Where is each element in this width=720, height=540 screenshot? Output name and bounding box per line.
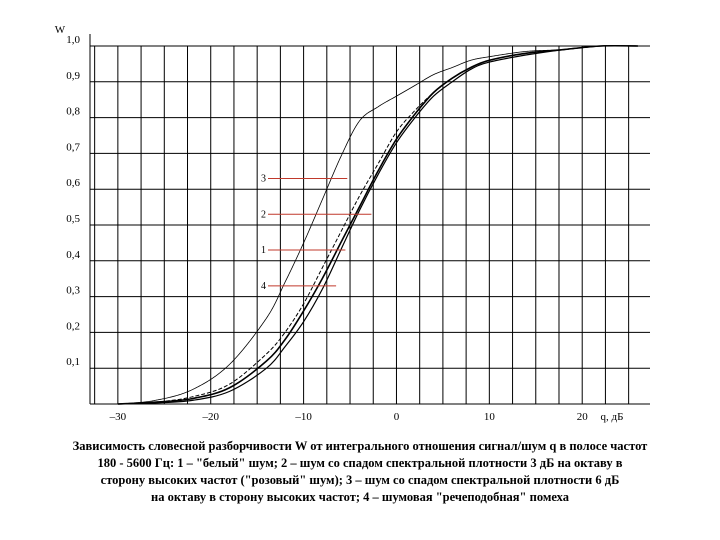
x-tick-label: 10	[484, 411, 496, 423]
caption-line: Зависимость словесной разборчивости W от…	[72, 439, 648, 453]
caption-line: сторону высоких частот ("розовый" шум); …	[100, 473, 620, 487]
y-axis-title: W	[55, 24, 66, 36]
y-tick-label: 1,0	[66, 34, 80, 46]
curve-label: 2	[261, 209, 266, 220]
series-line-4	[117, 45, 638, 405]
curve-annotations: 3 2 1 4	[261, 173, 372, 292]
y-tick-label: 0,6	[66, 177, 80, 189]
x-tick-label: –20	[201, 411, 219, 423]
x-tick-labels: –30 –20 –10 0 10 20	[109, 411, 589, 423]
x-tick-label: 20	[577, 411, 589, 423]
y-tick-label: 0,9	[66, 70, 80, 82]
x-tick-label: –10	[294, 411, 312, 423]
caption-line: 180 - 5600 Гц: 1 – "белый" шум; 2 – шум …	[97, 456, 623, 470]
figure-caption: Зависимость словесной разборчивости W от…	[20, 438, 700, 506]
x-tick-label: –30	[109, 411, 127, 423]
x-tick-label: 0	[394, 411, 400, 423]
curve-label: 4	[261, 281, 266, 292]
y-tick-label: 0,8	[66, 106, 80, 118]
curves	[117, 44, 638, 405]
grid	[90, 45, 650, 404]
curve-label: 3	[261, 173, 266, 184]
y-tick-label: 0,2	[66, 320, 80, 332]
caption-line: на октаву в сторону высоких частот; 4 – …	[151, 490, 569, 504]
x-axis-title: q, дБ	[601, 411, 624, 423]
series-line-2	[117, 45, 638, 405]
curve-label: 1	[261, 245, 266, 256]
axes	[89, 34, 650, 405]
series-line-3	[117, 45, 638, 405]
y-tick-label: 0,7	[66, 141, 80, 153]
y-tick-label: 0,3	[66, 285, 80, 297]
y-tick-labels: 1,0 0,9 0,8 0,7 0,6 0,5 0,4 0,3 0,2 0,1	[66, 34, 80, 368]
chart: 1,0 0,9 0,8 0,7 0,6 0,5 0,4 0,3 0,2 0,1 –30 –20 –10…	[55, 24, 650, 423]
y-tick-label: 0,4	[66, 249, 80, 261]
y-tick-label: 0,5	[66, 213, 80, 225]
y-tick-label: 0,1	[66, 356, 80, 368]
